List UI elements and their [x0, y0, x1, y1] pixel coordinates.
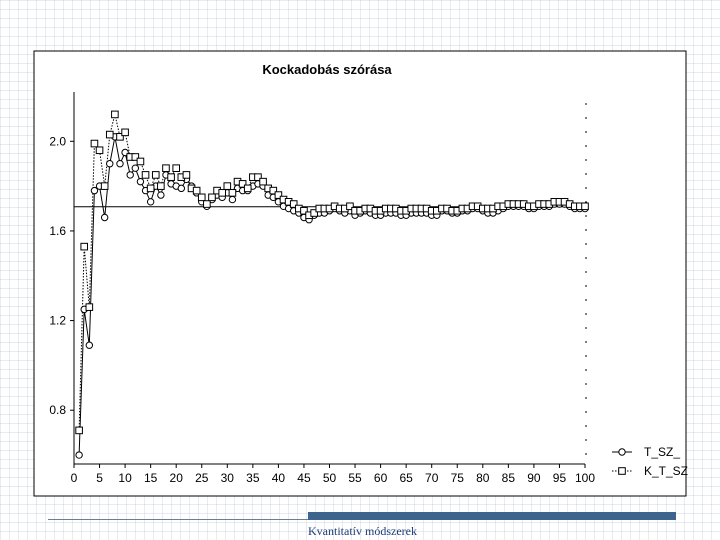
data-point-square [121, 128, 129, 137]
x-tick-label: 50 [323, 471, 337, 485]
data-point-square [310, 209, 318, 217]
data-point-square [197, 193, 206, 202]
x-tick-label: 20 [170, 471, 184, 485]
data-point-square [105, 130, 114, 139]
data-point-square [167, 173, 175, 181]
data-point-circle [116, 160, 124, 168]
data-point-square [85, 303, 94, 311]
data-point-square [581, 202, 589, 211]
x-tick-label: 90 [527, 471, 541, 485]
x-tick-label: 30 [221, 471, 235, 485]
data-point-square [162, 164, 170, 172]
data-point-square [346, 202, 354, 211]
x-tick-label: 65 [399, 471, 413, 485]
x-tick-label: 0 [71, 471, 78, 485]
data-point-square [192, 186, 201, 195]
data-point-circle [75, 451, 83, 459]
data-point-square [208, 193, 216, 202]
legend-label: T_SZ_ [644, 445, 680, 459]
x-tick-label: 25 [195, 471, 209, 485]
data-point-square [131, 153, 140, 161]
data-point-circle [85, 341, 94, 349]
x-tick-label: 70 [425, 471, 439, 485]
legend-marker-circle [618, 448, 626, 456]
y-tick-label: 2.0 [49, 134, 66, 148]
data-point-circle [177, 184, 186, 193]
data-point-square [90, 139, 99, 148]
data-point-square [243, 184, 252, 193]
data-point-square [146, 184, 155, 193]
y-tick-label: 1.6 [49, 224, 66, 238]
x-tick-label: 80 [476, 471, 490, 485]
chart-title: Kockadobás szórása [262, 62, 392, 77]
data-point-circle [146, 198, 155, 206]
data-point-square [116, 133, 124, 141]
plot-area: 0 5 10 15 20 25 30 35 40 45 50 55 60 65 70 75 80 85 90 95 10… [49, 92, 595, 485]
data-point-square [254, 173, 262, 181]
data-point-square [182, 171, 191, 179]
x-tick-label: 55 [348, 471, 362, 485]
x-tick-label: 10 [118, 471, 132, 485]
legend: T_SZ_ K_T_SZ [612, 445, 688, 478]
legend-label: K_T_SZ [644, 464, 688, 478]
footer-accent-bar [308, 512, 676, 520]
data-point-circle [126, 171, 134, 179]
data-point-square [100, 182, 109, 190]
data-point-circle [90, 186, 99, 195]
data-point-square [238, 180, 247, 188]
data-point-square [223, 182, 232, 190]
y-tick-label: 1.2 [49, 314, 66, 328]
data-point-square [80, 242, 89, 251]
x-tick-label: 85 [502, 471, 516, 485]
data-point-square [75, 426, 83, 435]
chart-frame [33, 50, 687, 497]
data-point-square [157, 182, 165, 190]
data-point-circle [136, 177, 145, 186]
footer-text: Kvantitatív módszerek [308, 524, 417, 538]
data-point-square [136, 157, 145, 166]
data-point-circle [228, 195, 237, 204]
data-point-circle [131, 164, 140, 172]
x-tick-label: 95 [553, 471, 567, 485]
data-point-square [172, 164, 180, 172]
x-tick-label: 75 [451, 471, 465, 485]
x-tick-label: 100 [575, 471, 595, 485]
x-tick-label: 5 [96, 471, 103, 485]
data-point-square [95, 146, 104, 155]
data-point-square [141, 171, 150, 179]
legend-marker-square [618, 467, 626, 475]
x-tick-label: 60 [374, 471, 388, 485]
data-point-square [218, 189, 226, 197]
x-tick-label: 45 [297, 471, 311, 485]
data-point-square [300, 206, 308, 215]
data-point-square [274, 191, 283, 199]
data-point-square [203, 200, 211, 208]
x-tick-label: 35 [246, 471, 260, 485]
x-tick-label: 40 [272, 471, 286, 485]
data-point-square [111, 110, 119, 119]
data-point-square [269, 186, 278, 195]
footer-line [48, 519, 308, 520]
data-point-square [151, 171, 160, 179]
data-point-square [228, 189, 237, 197]
data-point-circle [157, 191, 165, 199]
data-point-circle [100, 213, 109, 222]
data-point-square [259, 177, 267, 186]
y-tick-label: 0.8 [49, 403, 66, 417]
x-tick-label: 15 [144, 471, 158, 485]
data-point-circle [106, 160, 114, 168]
data-point-square [289, 200, 298, 208]
